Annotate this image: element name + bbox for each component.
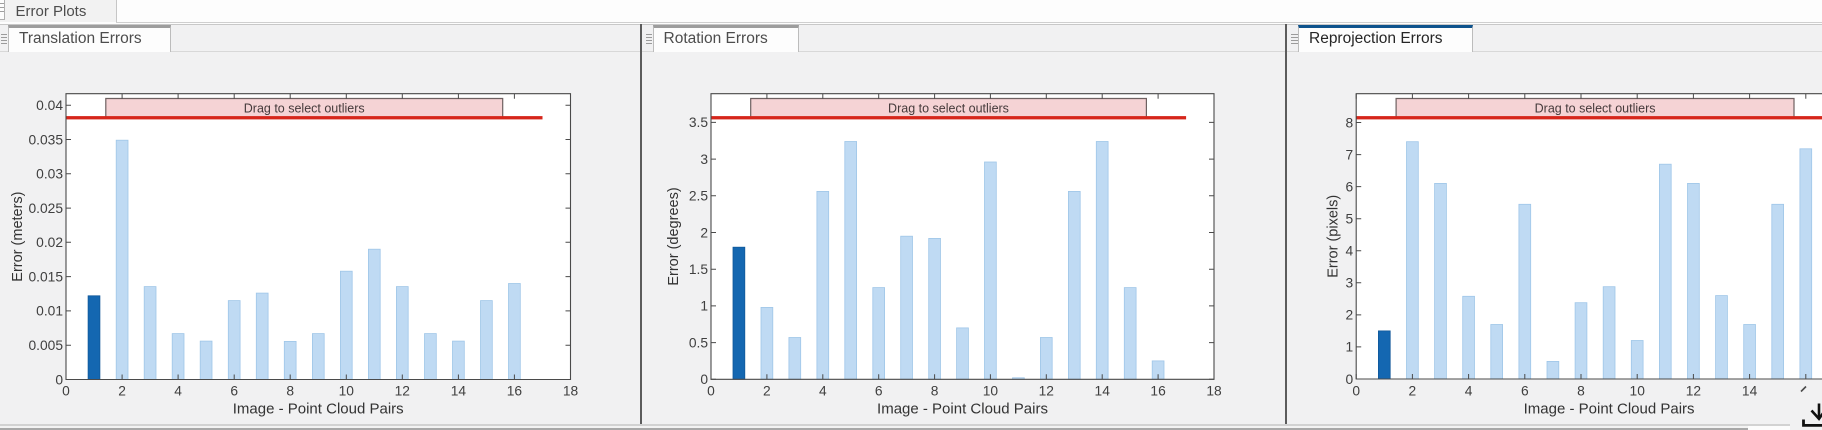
svg-text:1: 1	[1346, 340, 1354, 355]
svg-text:0: 0	[62, 384, 70, 399]
svg-text:6: 6	[1521, 384, 1529, 399]
svg-text:3: 3	[1346, 276, 1354, 291]
svg-text:12: 12	[1039, 384, 1054, 399]
svg-text:0.035: 0.035	[28, 132, 63, 147]
svg-text:0.04: 0.04	[36, 98, 63, 113]
svg-text:14: 14	[451, 384, 467, 399]
svg-text:0.5: 0.5	[689, 335, 709, 350]
svg-text:0.03: 0.03	[36, 167, 63, 182]
svg-text:0.005: 0.005	[28, 338, 63, 353]
svg-text:2.5: 2.5	[689, 189, 709, 204]
svg-text:12: 12	[395, 384, 410, 399]
svg-text:4: 4	[1465, 384, 1473, 399]
svg-text:16: 16	[1150, 384, 1166, 399]
svg-text:0: 0	[1346, 372, 1354, 387]
svg-text:Image - Point Cloud Pairs: Image - Point Cloud Pairs	[1524, 401, 1695, 418]
svg-text:6: 6	[1346, 179, 1354, 194]
svg-text:6: 6	[875, 384, 883, 399]
svg-text:0: 0	[55, 372, 63, 387]
svg-text:14: 14	[1095, 384, 1111, 399]
svg-text:6: 6	[230, 384, 238, 399]
svg-text:0: 0	[707, 384, 715, 399]
svg-text:0: 0	[700, 372, 708, 387]
svg-text:2: 2	[1409, 384, 1417, 399]
svg-text:3: 3	[700, 152, 708, 167]
svg-text:12: 12	[1686, 384, 1701, 399]
svg-text:14: 14	[1742, 384, 1758, 399]
svg-text:Drag to select outliers: Drag to select outliers	[888, 101, 1009, 115]
svg-text:18: 18	[1206, 384, 1222, 399]
svg-text:Error (degrees): Error (degrees)	[666, 187, 682, 285]
svg-text:4: 4	[174, 384, 182, 399]
svg-text:2: 2	[763, 384, 771, 399]
svg-text:1: 1	[700, 299, 708, 314]
svg-text:16: 16	[507, 384, 523, 399]
svg-text:0.025: 0.025	[28, 201, 63, 216]
svg-text:2: 2	[700, 225, 708, 240]
svg-text:2: 2	[118, 384, 126, 399]
svg-text:7: 7	[1346, 147, 1354, 162]
svg-text:3.5: 3.5	[689, 115, 709, 130]
svg-text:18: 18	[563, 384, 579, 399]
svg-text:2: 2	[1346, 308, 1354, 323]
svg-text:4: 4	[819, 384, 827, 399]
svg-text:10: 10	[983, 384, 999, 399]
svg-text:0.02: 0.02	[36, 235, 63, 250]
svg-text:8: 8	[1346, 115, 1354, 130]
svg-text:10: 10	[1630, 384, 1646, 399]
svg-text:Drag to select outliers: Drag to select outliers	[1535, 101, 1656, 115]
svg-text:0.01: 0.01	[36, 304, 63, 319]
svg-text:8: 8	[286, 384, 294, 399]
svg-text:1.5: 1.5	[689, 262, 709, 277]
svg-text:5: 5	[1346, 212, 1354, 227]
svg-text:Image - Point Cloud Pairs: Image - Point Cloud Pairs	[877, 401, 1048, 418]
svg-text:Error (pixels): Error (pixels)	[1326, 195, 1342, 278]
svg-text:Drag to select outliers: Drag to select outliers	[244, 101, 365, 115]
svg-text:4: 4	[1346, 244, 1354, 259]
svg-text:Image - Point Cloud Pairs: Image - Point Cloud Pairs	[233, 401, 404, 418]
svg-text:8: 8	[1577, 384, 1585, 399]
svg-text:Error (meters): Error (meters)	[10, 191, 26, 281]
svg-text:0: 0	[1352, 384, 1360, 399]
svg-text:10: 10	[339, 384, 355, 399]
svg-text:8: 8	[931, 384, 939, 399]
svg-text:0.015: 0.015	[28, 269, 63, 284]
